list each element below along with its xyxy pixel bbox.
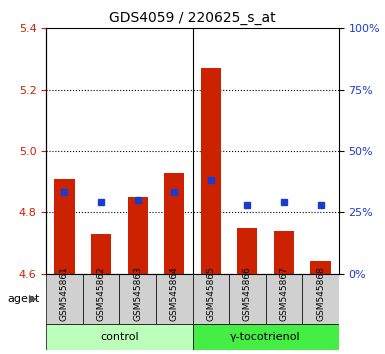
- Text: γ-tocotrienol: γ-tocotrienol: [230, 332, 301, 342]
- Text: GSM545864: GSM545864: [170, 267, 179, 321]
- Text: agent: agent: [8, 294, 40, 304]
- FancyBboxPatch shape: [46, 324, 192, 350]
- Bar: [274, 231, 294, 274]
- FancyBboxPatch shape: [266, 274, 302, 324]
- Text: GSM545866: GSM545866: [243, 267, 252, 321]
- Text: GSM545863: GSM545863: [133, 267, 142, 321]
- Text: GSM545868: GSM545868: [316, 267, 325, 321]
- Bar: [127, 197, 148, 274]
- Text: ▶: ▶: [29, 294, 37, 304]
- Text: GSM545862: GSM545862: [97, 267, 105, 321]
- FancyBboxPatch shape: [302, 274, 339, 324]
- Bar: [54, 179, 75, 274]
- Bar: [237, 228, 258, 274]
- Bar: [164, 172, 184, 274]
- FancyBboxPatch shape: [46, 274, 83, 324]
- Text: GSM545861: GSM545861: [60, 267, 69, 321]
- Text: GSM545867: GSM545867: [280, 267, 288, 321]
- Text: GSM545865: GSM545865: [206, 267, 215, 321]
- FancyBboxPatch shape: [229, 274, 266, 324]
- Text: GDS4059 / 220625_s_at: GDS4059 / 220625_s_at: [109, 11, 276, 25]
- Bar: [310, 262, 331, 274]
- FancyBboxPatch shape: [119, 274, 156, 324]
- FancyBboxPatch shape: [192, 324, 339, 350]
- FancyBboxPatch shape: [192, 274, 229, 324]
- FancyBboxPatch shape: [83, 274, 119, 324]
- Bar: [91, 234, 111, 274]
- Bar: [201, 68, 221, 274]
- FancyBboxPatch shape: [156, 274, 192, 324]
- Text: control: control: [100, 332, 139, 342]
